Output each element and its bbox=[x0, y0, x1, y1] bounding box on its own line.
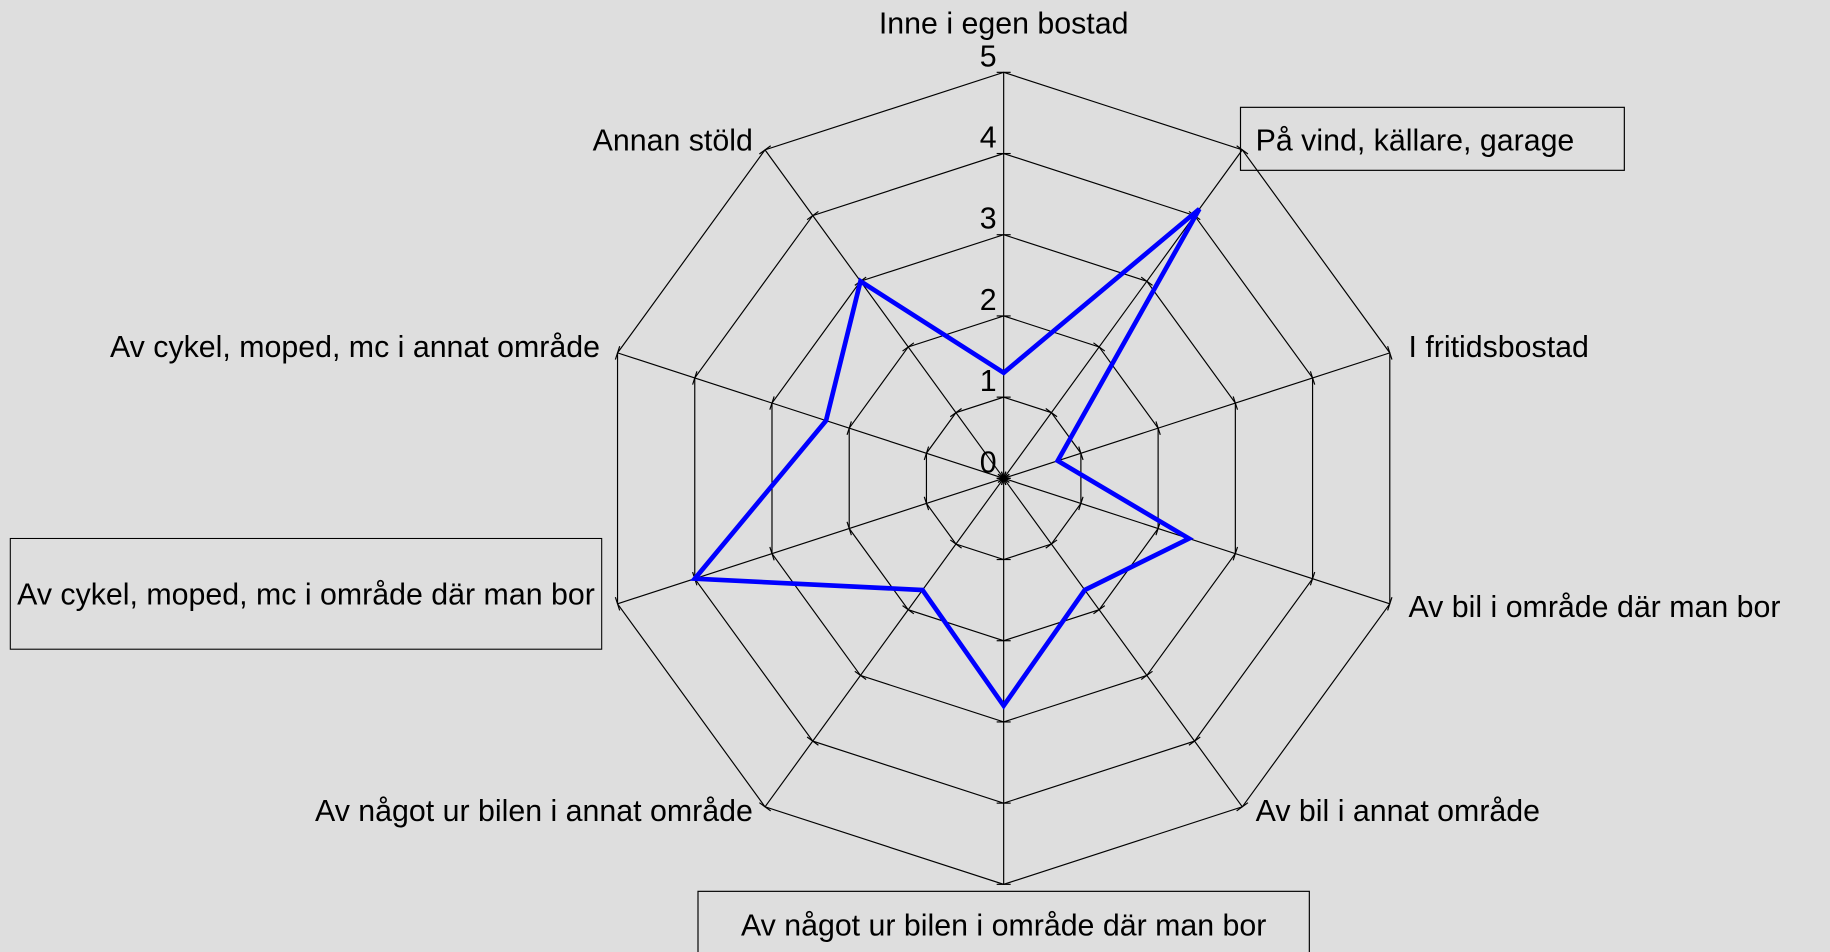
tick-mark bbox=[1045, 408, 1058, 418]
tick-mark bbox=[1232, 396, 1239, 410]
tick-mark bbox=[923, 496, 930, 511]
axis-label: Av bil i område där man bor bbox=[1409, 591, 1781, 624]
tick-mark bbox=[1155, 521, 1161, 536]
tick-mark bbox=[949, 408, 962, 418]
axis-label: Av något ur bilen i annat område bbox=[315, 795, 753, 828]
spoke bbox=[617, 477, 1004, 605]
tick-mark bbox=[1309, 571, 1316, 586]
tick-mark bbox=[949, 539, 962, 549]
y-tick-label: 4 bbox=[980, 122, 997, 155]
axis-label-box: Av cykel, moped, mc i område där man bor bbox=[9, 537, 603, 650]
tick-mark bbox=[854, 670, 867, 680]
spoke bbox=[1003, 477, 1390, 605]
axis-label: Av cykel, moped, mc i annat område bbox=[110, 331, 600, 364]
label-box bbox=[1239, 106, 1625, 171]
tick-mark bbox=[902, 342, 915, 352]
tick-mark bbox=[1155, 421, 1161, 435]
tick-mark bbox=[1093, 605, 1106, 615]
tick-mark bbox=[1140, 276, 1153, 286]
tick-mark bbox=[902, 605, 915, 615]
tick-mark bbox=[846, 421, 852, 435]
tick-mark bbox=[769, 546, 775, 561]
tick-mark bbox=[846, 521, 852, 536]
y-tick-label: 2 bbox=[980, 284, 997, 317]
spoke bbox=[764, 477, 1005, 808]
tick-mark bbox=[1309, 371, 1316, 385]
tick-mark bbox=[1045, 539, 1058, 549]
axis-label: Inne i egen bostad bbox=[879, 8, 1129, 41]
tick-mark bbox=[1093, 342, 1106, 352]
tick-mark bbox=[923, 446, 930, 461]
axis-label: I fritidsbostad bbox=[1409, 331, 1589, 364]
axis-label: Av cykel, moped, mc i område där man bor bbox=[9, 537, 603, 650]
axis-label: Av bil i annat område bbox=[1256, 795, 1540, 828]
label-box bbox=[697, 890, 1310, 952]
tick-mark bbox=[1387, 596, 1393, 611]
tick-mark bbox=[1236, 145, 1249, 155]
tick-mark bbox=[1236, 802, 1249, 812]
tick-mark bbox=[759, 145, 772, 155]
data-line bbox=[689, 207, 1202, 710]
tick-mark bbox=[806, 210, 819, 221]
y-tick-label: 5 bbox=[980, 40, 997, 73]
tick-mark bbox=[1078, 446, 1084, 461]
tick-mark bbox=[614, 346, 621, 360]
axis-label: Annan stöld bbox=[593, 124, 753, 157]
tick-mark bbox=[1140, 670, 1153, 680]
y-tick-label: 1 bbox=[980, 365, 997, 398]
tick-mark bbox=[1188, 736, 1201, 746]
spoke bbox=[1003, 352, 1390, 479]
tick-mark bbox=[997, 473, 1010, 483]
tick-mark bbox=[1232, 546, 1239, 561]
tick-mark bbox=[1387, 346, 1393, 360]
spoke bbox=[1003, 477, 1243, 808]
y-tick-label: 3 bbox=[980, 203, 997, 236]
y-tick-label: 0 bbox=[980, 446, 997, 479]
tick-mark bbox=[614, 596, 621, 611]
tick-mark bbox=[769, 396, 775, 410]
spoke bbox=[1003, 149, 1243, 479]
spoke bbox=[764, 149, 1005, 479]
axis-label: Av något ur bilen i område där man bor bbox=[741, 910, 1266, 943]
axis-label: På vind, källare, garage bbox=[1256, 124, 1575, 157]
tick-mark bbox=[806, 736, 819, 746]
tick-mark bbox=[1078, 496, 1084, 511]
tick-mark bbox=[759, 802, 772, 812]
spoke bbox=[617, 352, 1004, 479]
tick-mark bbox=[692, 371, 698, 385]
